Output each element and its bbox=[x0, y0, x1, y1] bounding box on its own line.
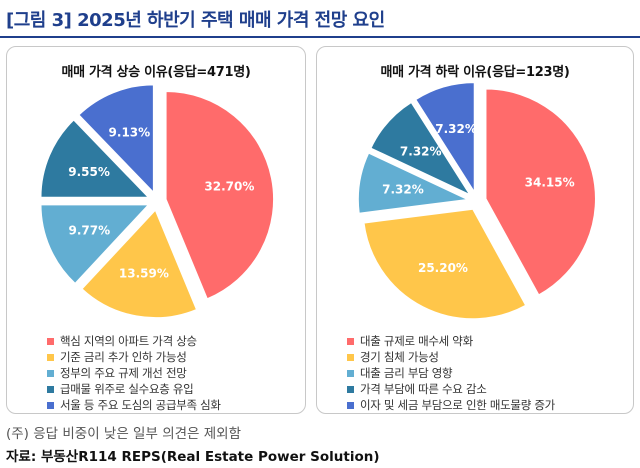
legend-item: 대출 금리 부담 영향 bbox=[347, 365, 555, 381]
legend-swatch bbox=[347, 353, 354, 361]
legend-item: 기준 금리 추가 인하 가능성 bbox=[47, 349, 221, 365]
pie-slice bbox=[165, 90, 275, 301]
pie-slice bbox=[484, 88, 597, 297]
pie-slice bbox=[357, 151, 471, 215]
legend-label: 이자 및 세금 부담으로 인한 매도물량 증가 bbox=[360, 398, 555, 412]
fall-chart-title: 매매 가격 하락 이유(응답=123명) bbox=[380, 65, 570, 80]
slice-label: 9.77% bbox=[69, 223, 111, 237]
legend-swatch bbox=[47, 401, 54, 409]
slice-label: 13.59% bbox=[119, 267, 169, 281]
slice-label: 34.15% bbox=[525, 175, 575, 189]
legend-label: 급매물 위주로 실수요층 유입 bbox=[60, 382, 194, 396]
legend-item: 정부의 주요 규제 개선 전망 bbox=[47, 365, 221, 381]
slice-label: 9.13% bbox=[109, 126, 151, 140]
pie-slice bbox=[39, 203, 151, 285]
source-line: 자료: 부동산R114 REPS(Real Estate Power Solut… bbox=[6, 449, 380, 465]
fall-chart-panel: 매매 가격 하락 이유(응답=123명) 34.15% 25.20% 7.32% 7.… bbox=[316, 46, 634, 414]
legend-swatch bbox=[347, 337, 354, 345]
legend-label: 경기 침체 가능성 bbox=[360, 350, 439, 364]
legend-swatch bbox=[347, 401, 354, 409]
rise-chart-panel: 매매 가격 상승 이유(응답=471명) 32.70% 13.59% 9.77% 9.… bbox=[6, 46, 306, 414]
legend-label: 서울 등 주요 도심의 공급부족 심화 bbox=[60, 398, 221, 412]
slice-label: 7.32% bbox=[382, 182, 424, 196]
figure-title: [그림 3] 2025년 하반기 주택 매매 가격 전망 요인 bbox=[6, 10, 385, 31]
legend-item: 가격 부담에 따른 수요 감소 bbox=[347, 381, 555, 397]
slice-label: 7.32% bbox=[400, 144, 442, 158]
title-underline bbox=[0, 36, 640, 38]
legend-item: 서울 등 주요 도심의 공급부족 심화 bbox=[47, 397, 221, 413]
slice-label: 25.20% bbox=[418, 261, 468, 275]
legend-swatch bbox=[47, 385, 54, 393]
slice-label: 7.32% bbox=[435, 122, 477, 136]
pie-slice bbox=[77, 83, 155, 195]
slice-label: 9.55% bbox=[68, 165, 110, 179]
legend-swatch bbox=[347, 369, 354, 377]
legend-label: 정부의 주요 규제 개선 전망 bbox=[60, 366, 187, 380]
legend-label: 대출 규제로 매수세 약화 bbox=[360, 334, 473, 348]
pie-slice bbox=[362, 208, 527, 320]
legend-item: 대출 규제로 매수세 약화 bbox=[347, 333, 555, 349]
legend-swatch bbox=[47, 337, 54, 345]
legend-swatch bbox=[47, 369, 54, 377]
rise-legend: 핵심 지역의 아파트 가격 상승 기준 금리 추가 인하 가능성 정부의 주요 … bbox=[47, 333, 221, 413]
legend-label: 기준 금리 추가 인하 가능성 bbox=[60, 350, 187, 364]
legend-item: 이자 및 세금 부담으로 인한 매도물량 증가 bbox=[347, 397, 555, 413]
rise-pie-chart: 32.70% 13.59% 9.77% 9.55% 9.13% bbox=[39, 83, 275, 319]
pie-slice bbox=[414, 81, 476, 195]
legend-item: 경기 침체 가능성 bbox=[347, 349, 555, 365]
legend-item: 급매물 위주로 실수요층 유입 bbox=[47, 381, 221, 397]
legend-swatch bbox=[347, 385, 354, 393]
fall-legend: 대출 규제로 매수세 약화 경기 침체 가능성 대출 금리 부담 영향 가격 부… bbox=[347, 333, 555, 413]
slice-label: 32.70% bbox=[204, 180, 254, 194]
fall-pie-chart: 34.15% 25.20% 7.32% 7.32% 7.32% bbox=[357, 81, 597, 320]
rise-chart-title: 매매 가격 상승 이유(응답=471명) bbox=[61, 65, 251, 80]
footnote: (주) 응답 비중이 낮은 일부 의견은 제외함 bbox=[6, 426, 242, 442]
legend-label: 대출 금리 부담 영향 bbox=[360, 366, 453, 380]
pie-slice bbox=[369, 101, 473, 197]
legend-label: 가격 부담에 따른 수요 감소 bbox=[360, 382, 487, 396]
pie-slice bbox=[39, 118, 151, 199]
legend-label: 핵심 지역의 아파트 가격 상승 bbox=[60, 334, 197, 348]
legend-swatch bbox=[47, 353, 54, 361]
pie-slice bbox=[80, 208, 198, 319]
legend-item: 핵심 지역의 아파트 가격 상승 bbox=[47, 333, 221, 349]
